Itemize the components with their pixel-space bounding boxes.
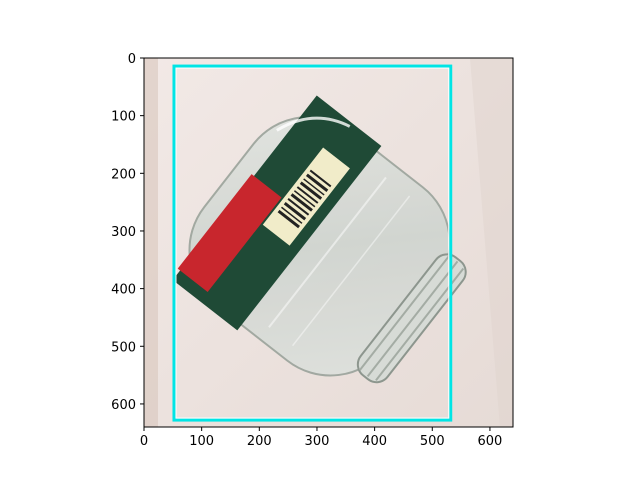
y-tick-label: 0 [128,52,136,67]
glass-jar-icon [172,95,467,384]
x-tick-label: 100 [189,434,214,449]
y-tick-label: 400 [111,283,136,298]
x-tick-label: 300 [305,434,330,449]
photo-image [144,58,513,427]
x-tick-label: 0 [140,434,148,449]
x-tick-label: 200 [247,434,272,449]
detection-box-outline [172,64,453,422]
x-tick-label: 400 [362,434,387,449]
axes-frame [143,57,514,428]
y-tick-label: 500 [111,340,136,355]
y-tick-label: 300 [111,225,136,240]
y-tick-label: 200 [111,167,136,182]
x-axis: 0 100 200 300 400 500 600 [140,427,502,449]
y-tick-label: 600 [111,398,136,413]
detection-box-inner-line [175,67,450,419]
x-tick-label: 600 [478,434,503,449]
y-axis: 0 100 200 300 400 500 600 [111,52,144,413]
barcode-icon [277,169,332,229]
x-tick-label: 500 [420,434,445,449]
jar-label [172,95,382,331]
y-tick-label: 100 [111,110,136,125]
